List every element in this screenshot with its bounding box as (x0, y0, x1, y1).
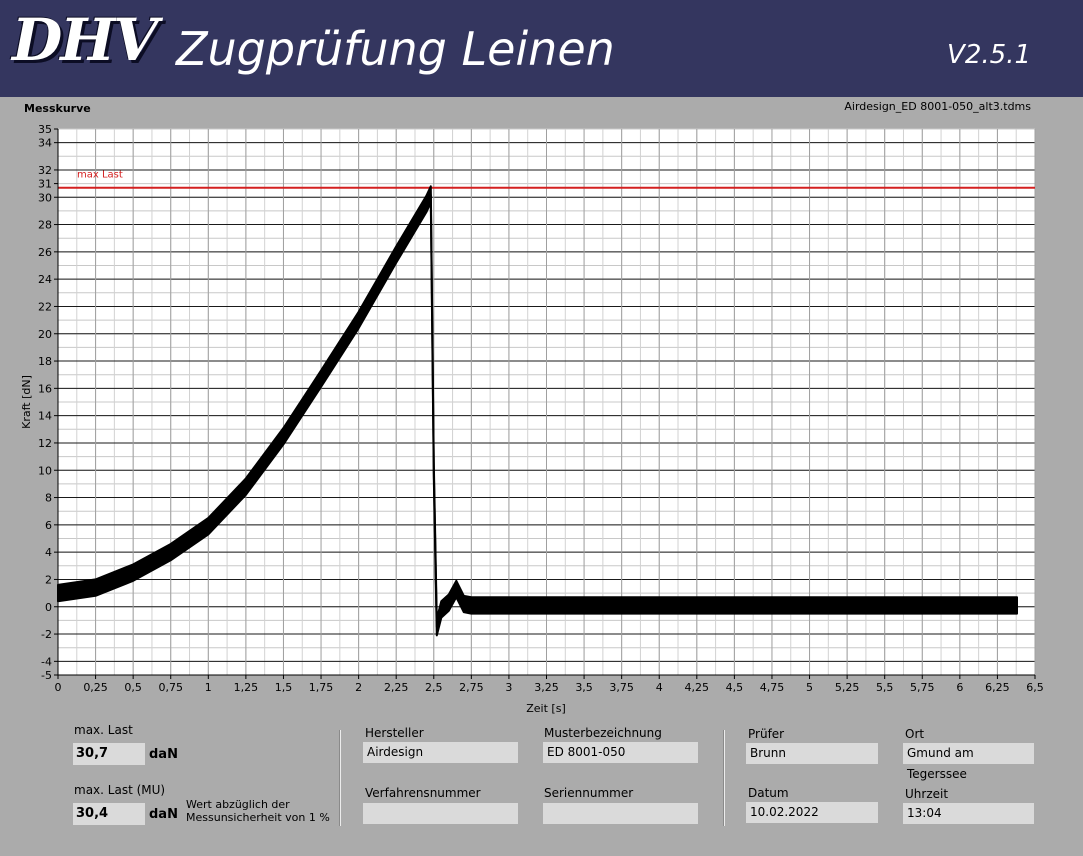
y-tick-label: 8 (45, 492, 52, 505)
x-tick-label: 4,5 (726, 681, 744, 694)
y-tick-label: 26 (38, 246, 52, 259)
y-tick-label: 32 (38, 164, 52, 177)
file-name-label: Airdesign_ED 8001-050_alt3.tdms (844, 100, 1031, 113)
max-last-mu-value: 30,4 (73, 803, 145, 825)
y-tick-label: 6 (45, 519, 52, 532)
x-tick-label: 4,25 (685, 681, 710, 694)
x-tick-label: 3,5 (575, 681, 593, 694)
y-tick-label: 4 (45, 546, 52, 559)
x-tick-label: 3 (505, 681, 512, 694)
x-tick-label: 6,5 (1026, 681, 1044, 694)
max-last-value: 30,7 (73, 743, 145, 765)
y-tick-label: 30 (38, 191, 52, 204)
x-tick-label: 2,5 (425, 681, 443, 694)
y-tick-label: 22 (38, 300, 52, 313)
hersteller-label: Hersteller (365, 726, 424, 740)
uhrzeit-label: Uhrzeit (905, 787, 949, 801)
pruefer-field[interactable]: Brunn (746, 743, 878, 764)
x-tick-label: 1,5 (275, 681, 293, 694)
y-tick-label: 18 (38, 355, 52, 368)
x-tick-label: 1,75 (309, 681, 334, 694)
y-tick-label: 14 (38, 410, 52, 423)
max-last-line-group: max Last (58, 170, 1035, 189)
x-tick-label: 5 (806, 681, 813, 694)
x-tick-label: 2 (355, 681, 362, 694)
x-tick-label: 0,25 (83, 681, 108, 694)
y-tick-label: -2 (41, 628, 52, 641)
uhrzeit-field[interactable]: 13:04 (903, 803, 1034, 824)
x-tick-label: 6,25 (985, 681, 1010, 694)
app-header: DHV Zugprüfung Leinen V2.5.1 (0, 0, 1083, 97)
series-line (57, 194, 1017, 628)
hersteller-field[interactable]: Airdesign (363, 742, 518, 763)
verfahrensnummer-field[interactable] (363, 803, 518, 824)
x-tick-label: 5,25 (835, 681, 860, 694)
max-last-label: max. Last (74, 723, 133, 737)
max-last-mu-label: max. Last (MU) (74, 783, 166, 797)
mu-note-line-1: Wert abzüglich der (186, 798, 290, 811)
x-tick-label: 1,25 (234, 681, 259, 694)
y-tick-label: 24 (38, 273, 52, 286)
y-axis-label: Kraft [dN] (20, 375, 33, 429)
verfahrensnummer-label: Verfahrensnummer (365, 786, 481, 800)
app-title: Zugprüfung Leinen (176, 22, 615, 76)
seriennummer-field[interactable] (543, 803, 698, 824)
y-tick-label: 10 (38, 464, 52, 477)
y-tick-label: 34 (38, 137, 52, 150)
x-tick-label: 3,75 (609, 681, 634, 694)
musterbezeichnung-field[interactable]: ED 8001-050 (543, 742, 698, 763)
dhv-logo: DHV (12, 6, 158, 74)
y-tick-label: 20 (38, 328, 52, 341)
series-band (57, 185, 1018, 637)
max-last-mu-unit: daN (149, 807, 178, 822)
x-tick-label: 3,25 (534, 681, 559, 694)
x-tick-label: 0 (55, 681, 62, 694)
x-tick-label: 5,5 (876, 681, 894, 694)
grid (57, 128, 1036, 676)
x-tick-label: 2,75 (459, 681, 484, 694)
x-tick-label: 1 (205, 681, 212, 694)
y-tick-label: -4 (41, 655, 52, 668)
y-tick-label: 12 (38, 437, 52, 450)
x-tick-label: 4 (656, 681, 663, 694)
seriennummer-label: Seriennummer (544, 786, 634, 800)
chart-caption: Messkurve (24, 102, 91, 115)
y-tick-label: 31 (38, 178, 52, 191)
datum-field[interactable]: 10.02.2022 (746, 802, 878, 823)
x-tick-label: 0,5 (124, 681, 142, 694)
separator-1 (339, 730, 341, 826)
max-last-line-label: max Last (77, 170, 123, 181)
ort-label: Ort (905, 727, 925, 741)
y-tick-label: -5 (41, 669, 52, 682)
y-tick-label: 35 (38, 123, 52, 136)
x-tick-label: 2,25 (384, 681, 409, 694)
datum-label: Datum (748, 786, 789, 800)
y-tick-label: 28 (38, 219, 52, 232)
tick-labels: 0 0,25 0,5 0,75 1 1,25 1,5 1,75 2 2,25 2,5 2,75 3 3,2… (38, 123, 1044, 694)
x-tick-label: 0,75 (158, 681, 183, 694)
x-tick-label: 5,75 (910, 681, 935, 694)
x-tick-label: 4,75 (760, 681, 785, 694)
mu-note-line-2: Messunsicherheit von 1 % (186, 811, 330, 824)
max-last-unit: daN (149, 747, 178, 762)
x-tick-label: 6 (956, 681, 963, 694)
musterbezeichnung-label: Musterbezeichnung (544, 726, 662, 740)
y-tick-label: 16 (38, 382, 52, 395)
ort-field[interactable]: Gmund am Tegerssee (903, 743, 1034, 781)
series-group (57, 185, 1018, 637)
force-time-chart[interactable]: max Last 0 0,25 0,5 0,75 1 1,25 1,5 1,75 2 2,25 2,… (0, 110, 1083, 720)
separator-2 (723, 730, 725, 826)
y-tick-label: 0 (45, 601, 52, 614)
version-label: V2.5.1 (947, 40, 1031, 70)
x-axis-label: Zeit [s] (526, 702, 565, 715)
pruefer-label: Prüfer (748, 727, 785, 741)
y-tick-label: 2 (45, 573, 52, 586)
